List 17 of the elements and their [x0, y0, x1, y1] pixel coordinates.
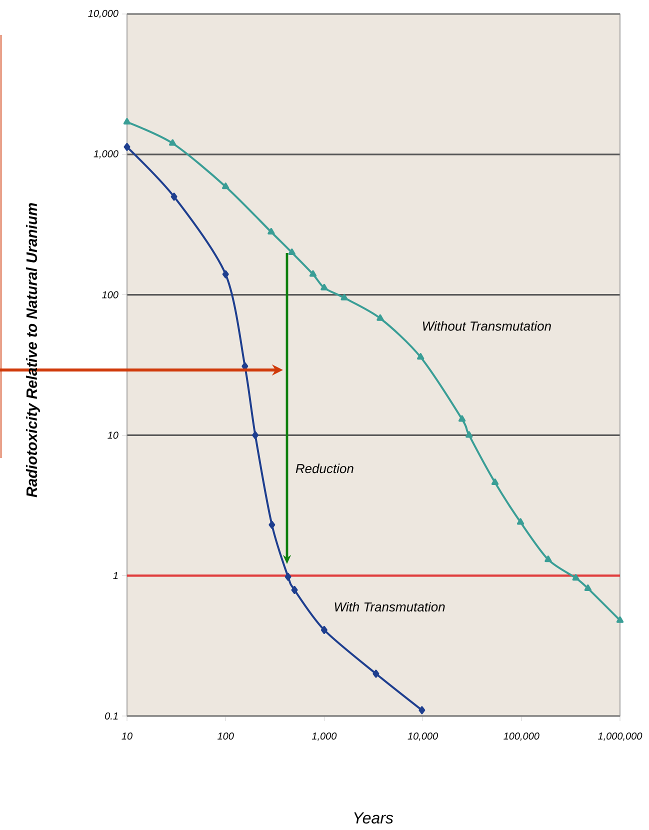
x-tick-label: 10,000	[408, 732, 438, 741]
annotation: Reduction	[296, 464, 354, 474]
y-tick-label: 100	[102, 291, 118, 298]
y-tick-label: 0.1	[105, 712, 118, 720]
x-tick-label: 1,000,000	[598, 732, 642, 741]
annotation: With Transmutation	[334, 602, 445, 612]
x-axis-title: Years	[354, 812, 394, 824]
y-tick-label: 10,000	[88, 10, 118, 18]
x-tick-label: 100	[218, 732, 234, 740]
x-tick-label: 1,000	[312, 732, 337, 741]
x-tick-label: 10	[122, 732, 132, 740]
x-tick-label: 100,000	[504, 732, 540, 741]
y-tick-label: 1,000	[94, 150, 118, 159]
annotation: Without Transmutation	[422, 321, 551, 331]
y-axis-title: Radiotoxicity Relative to Natural Uranium	[26, 203, 40, 498]
y-tick-label: 1	[113, 572, 118, 580]
y-tick-label: 10	[108, 432, 118, 439]
